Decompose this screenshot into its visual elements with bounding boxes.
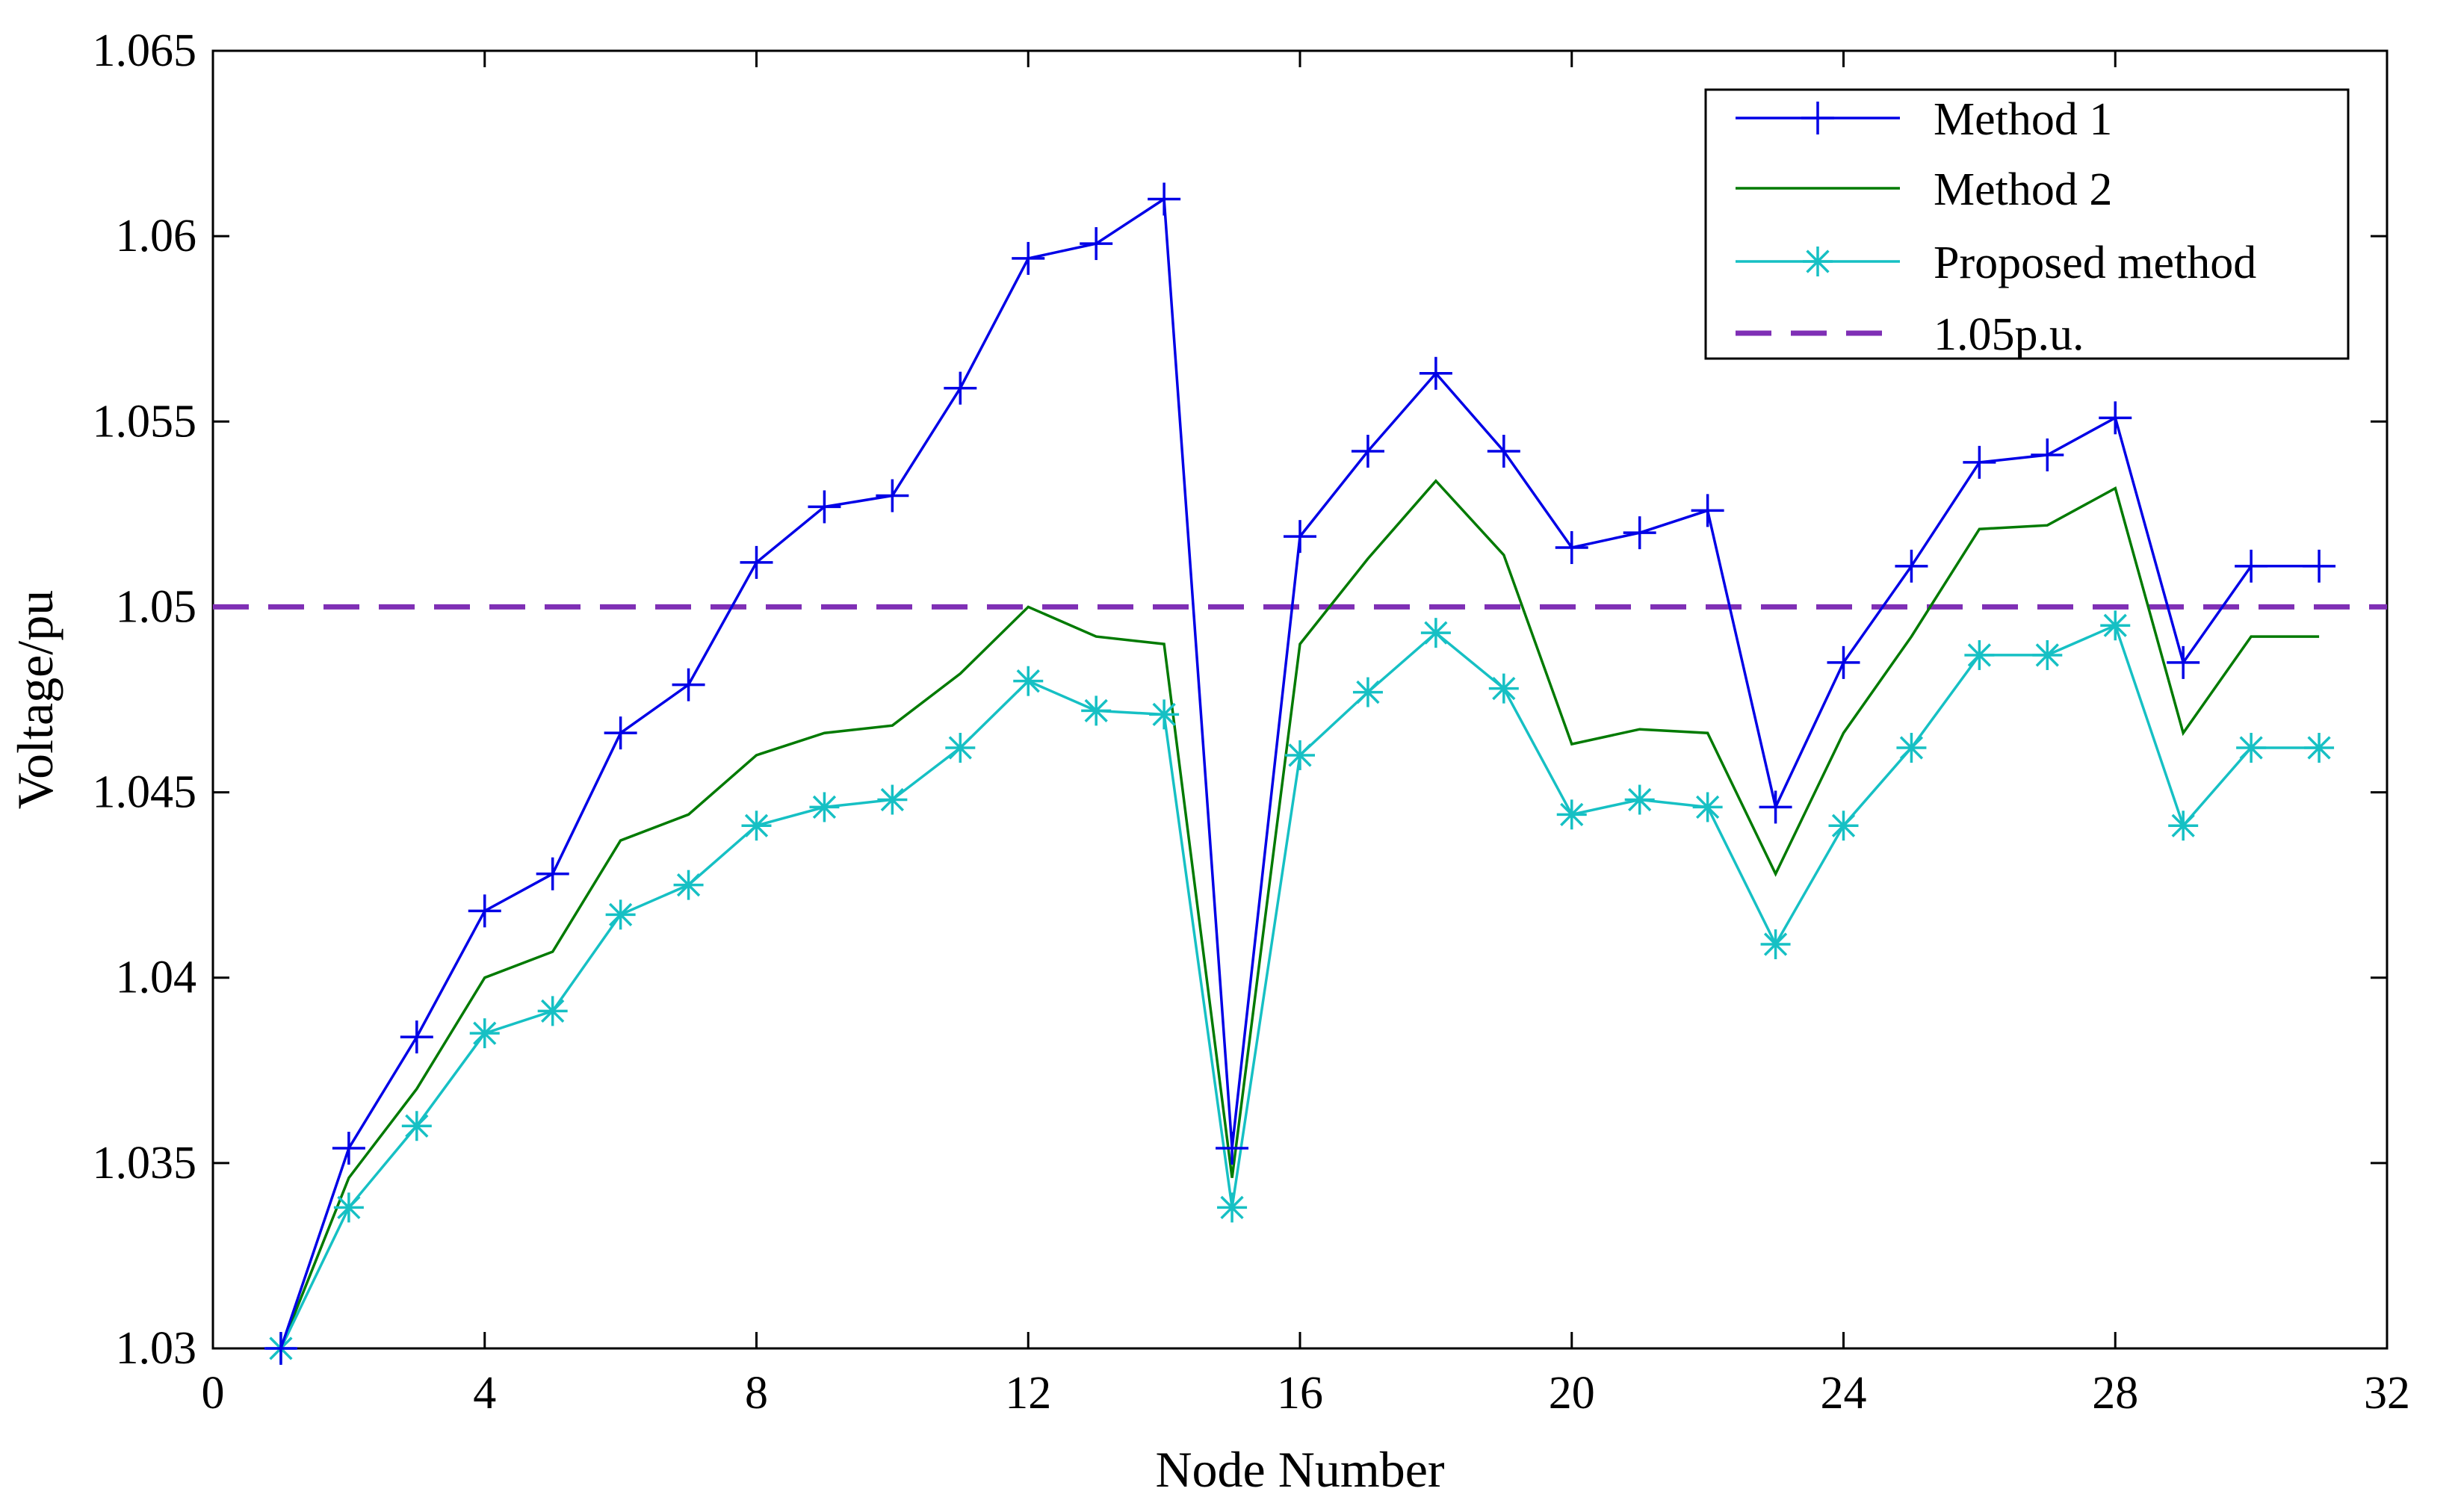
data-point	[2304, 733, 2335, 763]
x-tick-label: 12	[1005, 1368, 1051, 1419]
legend-marker	[1801, 102, 1834, 134]
y-tick-label: 1.05	[116, 581, 197, 632]
data-point	[469, 1018, 500, 1049]
data-point	[1351, 434, 1384, 468]
data-point	[2031, 438, 2064, 471]
data-point	[1556, 799, 1587, 830]
data-point	[876, 479, 909, 512]
data-point	[809, 792, 840, 822]
data-point	[1828, 811, 1859, 841]
legend-marker	[1803, 247, 1833, 276]
data-point	[1149, 699, 1180, 730]
data-point	[2236, 733, 2267, 763]
data-point	[1555, 531, 1588, 565]
series-line	[279, 479, 2320, 1349]
legend-label: Method 2	[1934, 164, 2112, 215]
y-tick-label: 1.065	[93, 25, 197, 76]
y-tick-label: 1.045	[93, 767, 197, 818]
data-point	[672, 668, 705, 701]
legend-item: Proposed method	[1736, 238, 2256, 288]
data-point	[332, 1132, 365, 1165]
data-point	[877, 784, 908, 815]
x-tick-label: 16	[1277, 1368, 1323, 1419]
series-method-2	[279, 479, 2320, 1349]
legend-box	[1704, 88, 2350, 360]
data-point	[1081, 695, 1112, 726]
data-point	[1488, 673, 1519, 704]
data-point	[1759, 790, 1792, 824]
data-point	[808, 490, 841, 524]
y-tick-label: 1.035	[93, 1138, 197, 1189]
data-point	[1080, 227, 1113, 261]
legend-label: Method 1	[1934, 94, 2112, 145]
data-point	[2167, 645, 2200, 679]
legend-item: 1.05p.u.	[1736, 309, 2084, 360]
series-layer	[213, 182, 2387, 1365]
data-point	[1895, 549, 1928, 583]
data-point	[1217, 1192, 1248, 1223]
data-point	[1760, 929, 1791, 960]
data-point	[1624, 784, 1655, 815]
data-point	[537, 996, 568, 1026]
data-point	[2099, 401, 2132, 435]
y-axis-label: Voltage/pu	[7, 590, 64, 809]
data-point	[400, 1020, 433, 1054]
data-point	[945, 733, 976, 763]
data-point	[605, 899, 636, 930]
legend-item: Method 1	[1736, 94, 2112, 145]
series-proposed-method	[265, 610, 2335, 1363]
legend-label: Proposed method	[1934, 238, 2256, 288]
y-tick-label: 1.055	[93, 396, 197, 447]
data-point	[1623, 516, 1656, 550]
data-point	[2100, 610, 2131, 641]
data-point	[1216, 1132, 1249, 1165]
data-point	[536, 857, 569, 890]
data-point	[1148, 182, 1181, 216]
data-point	[1691, 494, 1724, 527]
data-point	[1964, 639, 1995, 670]
x-tick-label: 8	[745, 1368, 768, 1419]
data-point	[2168, 811, 2199, 841]
data-point	[740, 545, 773, 579]
data-point	[401, 1111, 432, 1141]
legend: Method 1 Method 2 Proposed method 1.05p.u.	[1704, 88, 2350, 360]
data-point	[1013, 666, 1044, 696]
y-tick-label: 1.06	[116, 211, 197, 261]
data-point	[2303, 549, 2336, 583]
data-point	[333, 1192, 364, 1223]
data-point	[741, 811, 772, 841]
data-point	[1896, 733, 1927, 763]
data-point	[604, 716, 637, 750]
data-point	[1420, 618, 1451, 648]
data-point	[1827, 645, 1860, 679]
data-point	[264, 1332, 297, 1365]
data-point	[1419, 356, 1452, 390]
data-point	[2235, 549, 2268, 583]
x-tick-label: 32	[2364, 1368, 2410, 1419]
legend-label: 1.05p.u.	[1934, 309, 2084, 360]
series-method-1	[264, 182, 2336, 1365]
y-tick-label: 1.04	[116, 952, 197, 1003]
data-point	[2032, 639, 2063, 670]
data-point	[1284, 520, 1316, 554]
data-point	[673, 870, 704, 900]
data-point	[1487, 434, 1520, 468]
data-point	[1963, 445, 1996, 479]
data-point	[944, 371, 977, 405]
x-tick-label: 28	[2092, 1368, 2138, 1419]
data-point	[1692, 792, 1723, 822]
x-tick-label: 4	[473, 1368, 496, 1419]
x-tick-label: 24	[1821, 1368, 1867, 1419]
x-axis-label: Node Number	[1155, 1441, 1444, 1498]
data-point	[1285, 740, 1315, 770]
legend-item: Method 2	[1736, 164, 2112, 215]
data-point	[1352, 677, 1383, 707]
y-tick-label: 1.03	[116, 1323, 197, 1374]
data-point	[1012, 241, 1045, 275]
data-point	[468, 894, 501, 928]
axis-ticks: 0 4 8 12 16 20 24 28 32 1.03 1.035 1.04 1.045 1.05 1.0…	[93, 25, 2411, 1419]
x-tick-label: 20	[1549, 1368, 1595, 1419]
x-tick-label: 0	[202, 1368, 225, 1419]
